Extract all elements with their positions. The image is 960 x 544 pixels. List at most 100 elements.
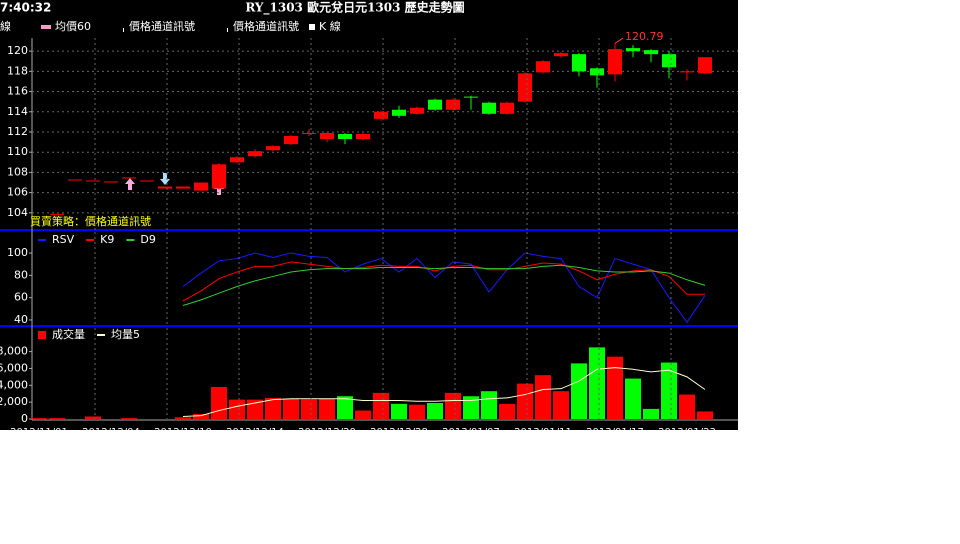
- volume-average-line: [182, 367, 706, 417]
- y-tick-label: 108: [7, 165, 28, 178]
- y-tick-label: 114: [7, 105, 28, 118]
- legend-label: 成交量: [52, 327, 85, 341]
- volume-bar: [193, 413, 209, 419]
- indicator-line: [182, 264, 706, 306]
- candle-body: [122, 177, 136, 179]
- legend-swatch: [38, 331, 46, 339]
- volume-bar: [49, 418, 65, 419]
- volume-bar: [409, 404, 425, 419]
- y-tick-label: 8,000: [0, 345, 28, 358]
- candle-body: [320, 132, 334, 140]
- candle-body: [140, 180, 154, 182]
- volume-bar: [121, 418, 137, 419]
- volume-bar: [301, 399, 317, 419]
- legend-label: K9: [100, 233, 114, 246]
- legend-swatch: [123, 28, 124, 32]
- volume-bar: [643, 408, 659, 419]
- legend-label: K 線: [319, 19, 341, 33]
- candle-body: [500, 102, 514, 114]
- candle-body: [482, 102, 496, 114]
- legend-label: RSV: [52, 233, 75, 246]
- y-tick-label: 4,000: [0, 378, 28, 391]
- candle-body: [158, 186, 172, 189]
- annotation-leader: [614, 37, 624, 44]
- y-tick-label: 80: [14, 268, 28, 281]
- y-tick-label: 110: [7, 145, 28, 158]
- candle-body: [338, 134, 352, 140]
- volume-bar: [553, 391, 569, 419]
- legend-label: 線: [0, 19, 11, 33]
- volume-bar: [625, 378, 641, 419]
- volume-bar: [679, 394, 695, 419]
- volume-bar: [355, 410, 371, 419]
- candle-body: [104, 181, 118, 183]
- candle-body: [68, 179, 82, 181]
- volume-bar: [535, 375, 551, 419]
- candle-body: [662, 54, 676, 68]
- candle-body: [86, 180, 100, 182]
- candle-body: [392, 109, 406, 116]
- volume-bar: [427, 402, 443, 419]
- y-tick-label: 118: [7, 64, 28, 77]
- sell-signal: [160, 173, 170, 185]
- candle-body: [518, 73, 532, 102]
- y-tick-label: 100: [7, 246, 28, 259]
- candle-body: [698, 57, 712, 74]
- y-tick-label: 2,000: [0, 395, 28, 408]
- candle-body: [374, 111, 388, 119]
- y-tick-label: 6,000: [0, 361, 28, 374]
- legend-label: 價格通道訊號: [129, 19, 195, 33]
- candle-body: [680, 71, 694, 73]
- legend-swatch: [126, 239, 135, 241]
- volume-bar: [247, 399, 263, 419]
- candle-body: [554, 53, 568, 57]
- time: 7:40:32: [0, 1, 51, 15]
- y-tick-label: 104: [7, 206, 28, 219]
- legend-swatch: [227, 28, 228, 32]
- buy-signal: [125, 178, 135, 190]
- candle-body: [446, 99, 460, 110]
- y-tick-label: 106: [7, 186, 28, 199]
- volume-bar: [589, 347, 605, 419]
- legend-swatch: [41, 25, 51, 29]
- candle-body: [284, 136, 298, 145]
- candle-body: [572, 54, 586, 72]
- volume-bar: [85, 416, 101, 419]
- volume-bar: [571, 363, 587, 419]
- volume-bar: [373, 392, 389, 419]
- candle-body: [248, 151, 262, 157]
- volume-bar: [697, 411, 713, 419]
- volume-bar: [229, 399, 245, 419]
- y-tick-label: 112: [7, 125, 28, 138]
- candle-body: [410, 107, 424, 114]
- y-tick-label: 116: [7, 85, 28, 98]
- volume-bar: [175, 417, 191, 419]
- y-tick-label: 40: [14, 313, 28, 326]
- volume-bar: [265, 397, 281, 419]
- volume-bar: [31, 418, 47, 419]
- volume-bar: [211, 386, 227, 419]
- candle-body: [590, 68, 604, 76]
- indicator-line: [182, 261, 705, 302]
- legend-swatch: [97, 334, 105, 336]
- candle-body: [356, 134, 370, 140]
- title: RY_1303 歐元兌日元1303 歷史走勢圖: [245, 0, 464, 16]
- candle-body: [536, 61, 550, 73]
- candle-body: [266, 146, 280, 151]
- y-tick-label: 120: [7, 44, 28, 57]
- page-margin: [738, 0, 960, 540]
- volume-bar: [661, 362, 677, 419]
- candle-body: [626, 48, 640, 52]
- legend-label: 均價60: [55, 19, 91, 33]
- candle-body: [644, 50, 658, 55]
- volume-bar: [445, 392, 461, 419]
- candle-body: [212, 164, 226, 189]
- candle-body: [230, 157, 244, 163]
- volume-bar: [337, 396, 353, 419]
- legend-label: 均量5: [111, 328, 140, 341]
- y-tick-label: 0: [21, 412, 28, 425]
- volume-bar: [607, 356, 623, 419]
- legend-swatch: [309, 24, 315, 30]
- candle-body: [608, 49, 622, 75]
